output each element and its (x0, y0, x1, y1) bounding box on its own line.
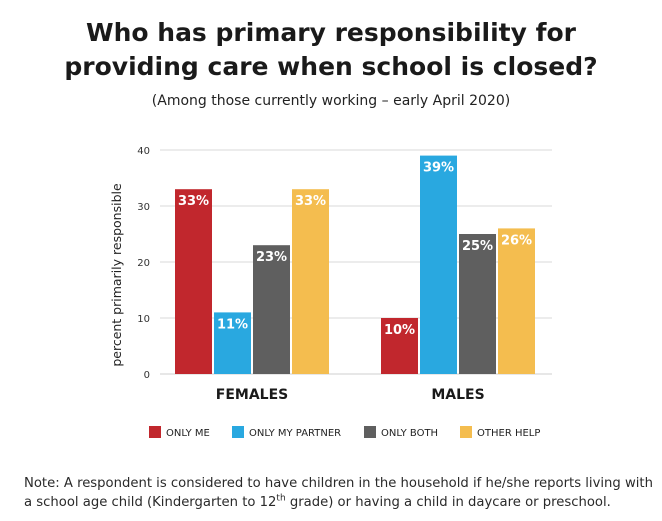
legend-swatch (460, 426, 472, 438)
bar-only-both-males (459, 234, 496, 374)
footnote-text-1: Note: A respondent is considered to have… (24, 476, 653, 510)
y-axis-label: percent primarily responsible (109, 183, 124, 367)
bar-value-label: 33% (295, 194, 326, 209)
y-tick-label: 0 (144, 370, 150, 381)
legend: ONLY ME ONLY MY PARTNER ONLY BOTH OTHER HEL… (149, 426, 540, 439)
y-tick-label: 20 (137, 258, 150, 269)
legend-swatch (364, 426, 376, 438)
x-axis-categories: FEMALES MALES (216, 387, 485, 403)
footnote-superscript: th (276, 493, 286, 504)
chart-title: Who has primary responsibility for provi… (0, 16, 662, 84)
footnote: Note: A respondent is considered to have… (24, 474, 654, 512)
bar-value-label: 10% (384, 323, 415, 338)
legend-label: ONLY BOTH (381, 428, 438, 439)
bar-value-label: 23% (256, 250, 287, 265)
bar-only-my-partner-females (214, 312, 251, 374)
legend-label: ONLY ME (166, 428, 210, 439)
bar-only-me-females (175, 189, 212, 374)
x-category-label: MALES (431, 387, 484, 403)
bar-only-me-males (381, 318, 418, 374)
bars (175, 155, 535, 374)
bar-value-label: 11% (217, 317, 248, 332)
chart-subtitle: (Among those currently working – early A… (151, 93, 511, 109)
legend-label: ONLY MY PARTNER (249, 428, 341, 439)
chart-title-line-1: Who has primary responsibility for (86, 18, 576, 47)
legend-swatch (149, 426, 161, 438)
bar-other-help-females (292, 189, 329, 374)
bar-value-labels: 33% 10% 11% 39% 23% 25% 33% 26% (178, 161, 532, 338)
chart-title-line-2: providing care when school is closed? (64, 52, 598, 81)
bar-value-label: 33% (178, 194, 209, 209)
bar-other-help-males (498, 228, 535, 374)
legend-label: OTHER HELP (477, 428, 540, 439)
y-tick-label: 40 (137, 146, 150, 157)
y-tick-label: 10 (137, 314, 150, 325)
bar-value-label: 39% (423, 161, 454, 176)
y-axis-ticks: 0 10 20 30 40 (137, 146, 150, 381)
bar-only-both-females (253, 245, 290, 374)
footnote-text-2: grade) or having a child in daycare or p… (285, 495, 611, 510)
legend-swatch (232, 426, 244, 438)
bar-value-label: 25% (462, 239, 493, 254)
bar-only-my-partner-males (420, 155, 457, 374)
bar-value-label: 26% (501, 233, 532, 248)
x-category-label: FEMALES (216, 387, 288, 403)
y-tick-label: 30 (137, 202, 150, 213)
